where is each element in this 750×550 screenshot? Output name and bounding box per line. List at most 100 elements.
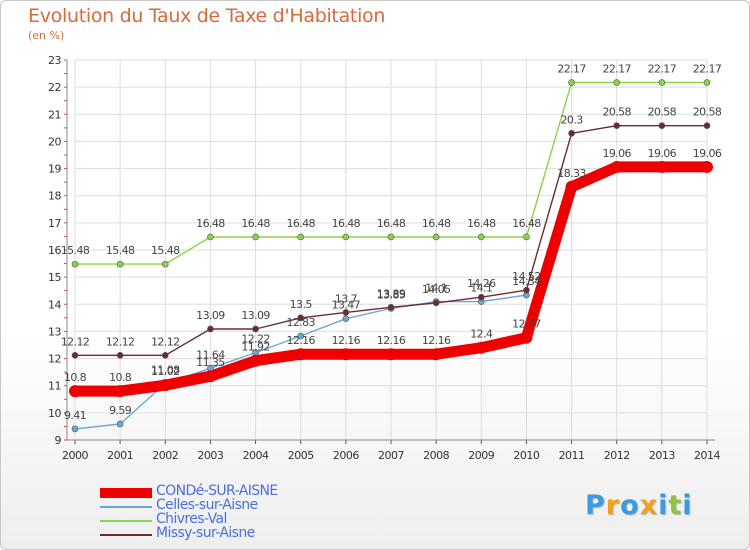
x-tick-label: 2004 <box>243 449 269 462</box>
logo-letter: o <box>620 490 640 521</box>
y-tick-label: 16 <box>48 244 61 257</box>
data-label: 14.05 <box>422 283 451 296</box>
series-point <box>159 379 172 392</box>
series-point <box>523 233 530 241</box>
series-point <box>297 314 305 322</box>
series-point <box>430 348 443 361</box>
data-label: 16.48 <box>286 217 315 230</box>
data-label: 14.34 <box>512 275 541 288</box>
series-point <box>565 180 578 193</box>
data-label: 16.48 <box>332 217 361 230</box>
x-tick-label: 2013 <box>649 449 675 462</box>
legend-label: Celles-sur-Aisne <box>156 497 258 513</box>
y-tick-label: 10 <box>48 407 61 420</box>
data-label: 20.58 <box>693 106 722 119</box>
series-point <box>520 331 533 344</box>
y-unit-label: (en %) <box>28 29 65 42</box>
y-tick-label: 22 <box>48 81 61 94</box>
proxiti-logo: Proxiti <box>585 490 693 521</box>
y-tick-label: 15 <box>48 271 61 284</box>
x-tick-label: 2002 <box>152 449 178 462</box>
series-points <box>69 79 713 433</box>
data-label: 12.16 <box>377 334 406 347</box>
data-label: 14.52 <box>512 270 541 283</box>
data-label: 11.64 <box>196 348 225 361</box>
data-label: 14.1 <box>470 282 492 295</box>
data-label: 11.08 <box>151 364 180 377</box>
series-point <box>385 348 397 361</box>
series-point <box>116 420 124 428</box>
data-label: 9.41 <box>64 409 86 422</box>
series-point <box>342 309 350 316</box>
series-point <box>432 299 440 307</box>
series-point <box>204 370 217 383</box>
data-label: 12.16 <box>332 334 361 347</box>
series-point <box>432 233 440 241</box>
data-label: 12.83 <box>286 316 315 329</box>
data-label: 11.35 <box>196 356 225 369</box>
y-tick-label: 21 <box>48 108 61 121</box>
y-tick-label: 14 <box>48 298 61 311</box>
legend-label: Chivres-Val <box>156 511 227 527</box>
x-tick-label: 2006 <box>333 449 359 462</box>
series-point <box>387 233 395 241</box>
data-label: 16.48 <box>241 217 270 230</box>
logo-letter: i <box>682 490 693 521</box>
logo-letter: i <box>658 490 669 521</box>
data-label: 15.48 <box>61 244 90 257</box>
series-point <box>387 303 395 311</box>
x-tick-label: 2001 <box>107 449 133 462</box>
series-point <box>71 425 79 433</box>
legend-swatch <box>100 506 152 508</box>
data-label: 12.16 <box>422 334 451 347</box>
series-point <box>342 315 350 322</box>
data-label: 22.17 <box>602 63 631 76</box>
data-label: 14.26 <box>467 277 496 290</box>
series-point <box>613 122 621 129</box>
chart-title: Evolution du Taux de Taxe d'Habitation <box>28 5 386 27</box>
data-label: 13.5 <box>290 298 313 311</box>
series-point <box>249 354 262 367</box>
series-point <box>613 79 621 86</box>
x-tick-label: 2011 <box>559 449 585 462</box>
series-point <box>116 260 124 268</box>
data-labels: 10.8 10.8 11.02 11.35 11.92 12.16 12.16 12.16 12… <box>61 63 723 422</box>
x-tick-label: 2008 <box>423 449 449 462</box>
x-tick-label: 2012 <box>604 449 630 462</box>
series-point <box>475 341 488 354</box>
y-tick-label: 9 <box>55 434 62 447</box>
y-tick-label: 11 <box>48 380 61 393</box>
series-point <box>701 160 713 173</box>
series-point <box>207 233 214 241</box>
data-label: 15.48 <box>151 244 180 257</box>
y-tick-label: 23 <box>48 54 61 67</box>
y-tick-label: 19 <box>48 163 61 176</box>
series-point <box>71 352 79 359</box>
series-point <box>161 260 169 268</box>
data-label: 12.77 <box>512 318 541 331</box>
data-label: 11.92 <box>241 341 270 354</box>
data-label: 16.48 <box>422 217 451 230</box>
legend-label: CONDé-SUR-AISNE <box>156 483 278 499</box>
data-label: 12.12 <box>106 335 135 348</box>
data-label: 22.17 <box>648 63 677 76</box>
data-label: 13.09 <box>241 309 270 322</box>
data-label: 16.48 <box>512 217 541 230</box>
y-tick-label: 18 <box>48 190 61 203</box>
data-label: 15.48 <box>106 244 135 257</box>
series-point <box>297 233 305 241</box>
data-label: 13.89 <box>377 287 406 300</box>
x-tick-label: 2005 <box>288 449 314 462</box>
data-label: 20.58 <box>602 106 631 119</box>
y-tick-label: 13 <box>48 325 61 338</box>
series-point <box>69 385 81 398</box>
legend-swatch <box>100 520 152 522</box>
data-label: 10.8 <box>64 371 87 384</box>
data-label: 22.17 <box>557 63 586 76</box>
series-point <box>568 79 575 86</box>
data-label: 14.1 <box>425 282 447 295</box>
series-point <box>523 286 530 294</box>
series-point <box>161 352 169 359</box>
data-label: 12.12 <box>61 335 90 348</box>
data-label: 20.58 <box>648 106 677 119</box>
